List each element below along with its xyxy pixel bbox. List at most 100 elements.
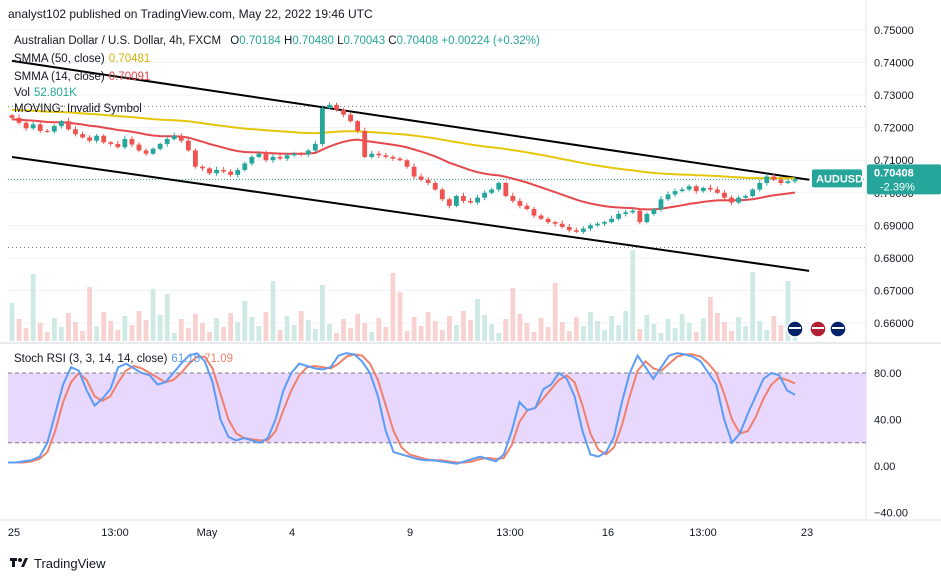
candle-body	[736, 197, 741, 203]
volume-bar	[115, 330, 121, 341]
candle-body	[383, 155, 389, 157]
candle-body	[341, 109, 346, 115]
moving-label: MOVING: Invalid Symbol	[14, 103, 142, 115]
volume-bar	[9, 303, 15, 341]
volume-bar	[51, 318, 57, 341]
candle-body	[475, 197, 480, 203]
volume-bar	[291, 325, 297, 341]
candle-body	[277, 156, 283, 159]
legend-stoch-rsi[interactable]: Stoch RSI (3, 3, 14, 14, close) 61.15 71.0…	[14, 353, 233, 365]
footer: TradingView	[10, 555, 106, 571]
candle-body	[757, 183, 763, 190]
volume-bar	[164, 294, 170, 341]
volume-bar	[778, 325, 784, 341]
candle-body	[369, 153, 375, 157]
candle-body	[722, 192, 727, 198]
candle-body	[693, 186, 699, 192]
legend-smma14[interactable]: SMMA (14, close) 0.70091	[14, 71, 150, 83]
candles	[9, 102, 798, 234]
price-tick-label: 0.68000	[874, 253, 914, 265]
stoch-k-value: 61.15	[171, 353, 201, 365]
volume-bar	[221, 327, 227, 341]
price-tick-label: 0.72000	[874, 123, 914, 135]
candle-body	[305, 150, 311, 155]
candle-body	[73, 129, 78, 135]
volume-bar	[665, 319, 671, 341]
volume-bar	[305, 320, 311, 341]
time-tick-label: 25	[8, 527, 20, 539]
candle-body	[58, 121, 64, 127]
price-tag-price: 0.70408	[874, 167, 914, 179]
volume-bar	[312, 329, 318, 341]
candle-body	[665, 194, 671, 200]
volume-bar	[341, 319, 346, 341]
symbol-tag-box	[812, 169, 862, 188]
volume-bar	[418, 326, 424, 341]
candle-body	[249, 156, 255, 164]
volume-bar	[284, 316, 290, 341]
volume-bar	[270, 281, 276, 341]
volume-label: Vol	[14, 87, 30, 99]
volume-bar	[383, 327, 389, 341]
price-tick-label: 0.67000	[874, 285, 914, 297]
candle-body	[785, 181, 791, 183]
symbol-tag-label: AUDUSD	[816, 173, 863, 185]
candle-body	[602, 222, 607, 224]
symbol-title: Australian Dollar / U.S. Dollar, 4h, FXC…	[14, 35, 222, 47]
candle-body	[171, 135, 177, 140]
legend-volume[interactable]: Vol 52.801K	[14, 87, 77, 99]
time-tick-label: 13:00	[689, 527, 717, 539]
channel-upper-line	[11, 59, 810, 181]
volume-bar	[122, 316, 128, 341]
candle-body	[228, 171, 234, 175]
volume-bar	[23, 328, 29, 341]
price-tick-label: 0.74000	[874, 58, 914, 70]
candle-body	[319, 108, 325, 144]
legend-moving[interactable]: MOVING: Invalid Symbol	[14, 103, 142, 115]
candle-body	[595, 223, 600, 226]
candle-body	[644, 213, 650, 223]
volume-bar	[178, 319, 184, 341]
candle-body	[16, 117, 22, 123]
volume-bar	[743, 326, 749, 341]
candle-body	[80, 134, 85, 138]
candle-body	[150, 148, 156, 154]
candle-body	[686, 186, 692, 190]
candle-body	[327, 104, 332, 109]
symbol-legend[interactable]: Australian Dollar / U.S. Dollar, 4h, FXC…	[14, 35, 540, 47]
candle-body	[679, 189, 685, 192]
candle-body	[630, 210, 636, 213]
legend-smma50[interactable]: SMMA (50, close) 0.70481	[14, 53, 150, 65]
volume-bar	[355, 314, 361, 341]
candle-body	[517, 200, 523, 206]
volume-bar	[545, 327, 551, 341]
price-tick-label: 0.69000	[874, 220, 914, 232]
volume-bar	[411, 317, 417, 341]
volume-bar	[630, 250, 636, 341]
volume-bar	[468, 320, 473, 341]
candle-body	[263, 153, 269, 161]
candle-body	[418, 176, 424, 180]
smma50-label: SMMA (50, close)	[14, 53, 105, 65]
volume-bar	[207, 332, 212, 341]
volume-bar	[595, 321, 600, 341]
volume-bar	[764, 330, 770, 341]
volume-bar	[101, 312, 107, 341]
volume-bar	[256, 326, 262, 341]
volume-bar	[73, 322, 78, 341]
event-flags[interactable]	[786, 320, 847, 338]
volume-bar	[489, 324, 495, 341]
volume-bar	[171, 333, 177, 341]
candle-body	[468, 200, 473, 203]
tradingview-logo-icon	[10, 555, 28, 571]
volume-bar	[644, 315, 650, 341]
candle-body	[129, 139, 135, 145]
flag-stripe	[812, 327, 824, 329]
candle-body	[538, 215, 544, 219]
volume-bar	[334, 333, 339, 341]
volume-bar	[482, 315, 488, 341]
volume-bar	[771, 316, 777, 341]
candle-body	[750, 189, 756, 197]
volume-bar	[432, 321, 438, 341]
